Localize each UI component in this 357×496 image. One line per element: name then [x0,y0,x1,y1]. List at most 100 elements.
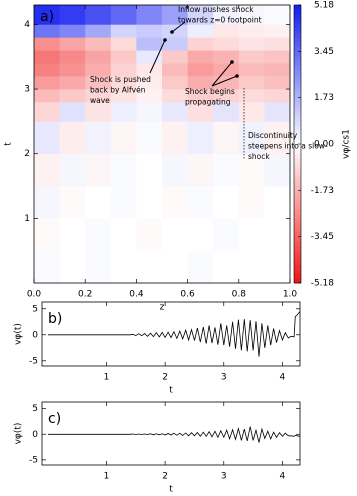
heat-cell [213,89,240,103]
colorbar-step [294,273,301,279]
colorbar-step [294,162,301,168]
heat-cell [59,101,86,122]
heat-cell [187,121,214,154]
heat-cell [34,186,60,219]
heat-cell [264,89,291,103]
heat-cell [110,186,137,219]
heat-cell [264,121,291,154]
heat-cell [59,63,86,77]
annotation: towards z=0 footpoint [178,16,262,25]
heat-cell [162,63,188,77]
y-tick-label: -5 [29,455,38,465]
colorbar-step [294,42,301,47]
heat-cell [162,101,188,122]
plot-frame [41,401,301,466]
heat-cell [110,250,137,284]
colorbar-step [294,111,301,117]
colorbar-tick-label: -1.73 [311,186,334,196]
colorbar-step [294,60,301,66]
colorbar-step [294,130,301,136]
heat-cell [136,76,163,90]
heat-cell [213,63,240,77]
heat-cell [59,37,86,51]
heat-cell [264,37,291,51]
heat-cell [136,186,163,219]
colorbar-step [294,5,301,10]
colorbar-label: vφ/cs1 [342,129,352,159]
heat-cell [213,37,240,51]
y-tick-label: 4 [24,20,30,30]
y-tick-label: -5 [29,356,38,366]
annotation: propagating [185,98,231,107]
colorbar-step [294,153,301,159]
x-tick-label: 4 [280,373,286,383]
heat-cell [264,218,291,251]
colorbar-step [294,255,301,261]
colorbar-step [294,14,301,20]
colorbar-step [294,97,301,103]
colorbar-step [294,23,301,29]
heat-cell [238,101,265,122]
heat-cell [85,63,112,77]
heat-cell [238,218,265,251]
colorbar-step [294,83,301,89]
y-axis-label: vφ(t) [14,323,24,345]
heat-cell [110,153,137,187]
colorbar-step [294,157,301,163]
heat-cell [238,50,265,64]
heat-cell [110,37,137,51]
heat-cell [59,5,86,25]
heat-cell [110,5,137,25]
colorbar-step [294,259,301,265]
heat-cell [213,218,240,251]
heat-cell [34,24,60,38]
colorbar-step [294,88,301,94]
x-tick-label: 0.2 [78,290,92,300]
heat-cell [162,5,188,25]
x-tick-label: 1 [104,373,110,383]
heat-cell [238,250,265,284]
heat-cell [136,250,163,284]
heat-cell [162,37,188,51]
colorbar-step [294,227,301,233]
heat-cell [187,24,214,38]
colorbar-tick-label: 3.45 [314,47,334,57]
colorbar-step [294,28,301,34]
heat-cell [162,218,188,251]
heat-cell [59,24,86,38]
colorbar-step [294,236,301,242]
heat-cell [238,76,265,90]
heat-cell [264,250,291,284]
heat-cell [59,121,86,154]
annotation-arrow [211,75,238,87]
heat-cell [264,63,291,77]
colorbar-step [294,74,301,80]
heat-cell [162,89,188,103]
heat-cell [110,101,137,122]
panel: -5.18 -3.45 -1.73 0.00 1.73 3.45 5.18 vφ/cs1 Inf… [4,1,352,313]
colorbar-step [294,167,301,173]
annotation: Shock begins [185,87,235,96]
colorbar-step [294,204,301,210]
heat-cell [187,5,214,25]
plot-frame [33,4,291,284]
heat-cell [136,218,163,251]
colorbar-step [294,46,301,52]
colorbar-step [294,144,301,149]
heat-cell [85,50,112,64]
colorbar-step [294,9,301,15]
heat-cell [213,153,240,187]
heat-cell [85,101,112,122]
x-axis-label: z [160,303,165,313]
heat-cell [162,76,188,90]
heat-cell [34,153,60,187]
heat-cell [238,37,265,51]
y-axis-label: vφ(t) [14,423,24,445]
heat-cell [136,101,163,122]
heat-cell [85,218,112,251]
heat-cell [34,63,60,77]
heat-cell [162,153,188,187]
plot-frame [41,301,301,367]
heat-cell [110,76,137,90]
